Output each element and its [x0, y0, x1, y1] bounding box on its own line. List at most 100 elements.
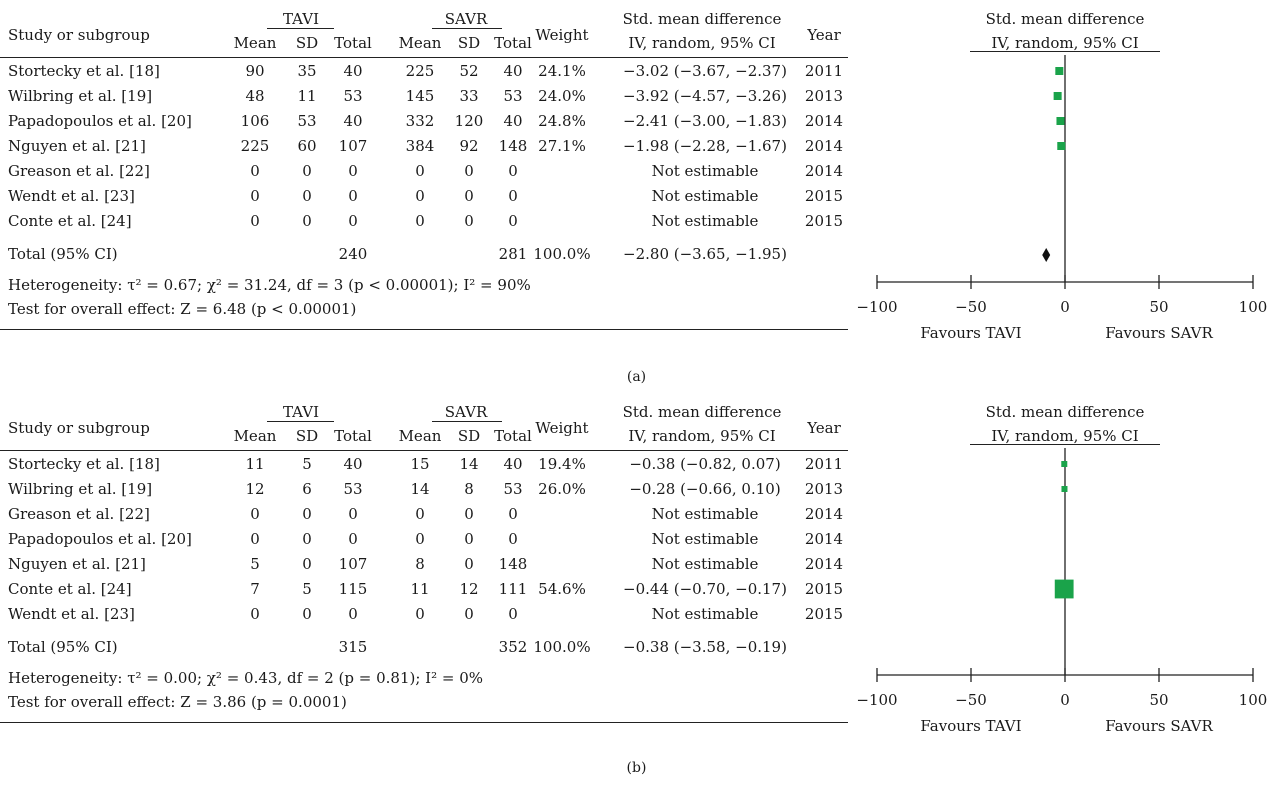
tavi-total: 40	[343, 62, 363, 80]
tavi-mean: 0	[250, 605, 260, 623]
study-name: Papadopoulos et al. [20]	[8, 112, 192, 130]
table-header-rule	[0, 57, 848, 58]
study-year: 2014	[804, 137, 844, 155]
header-weight: Weight	[535, 419, 589, 437]
tavi-sd: 60	[297, 137, 317, 155]
study-ci: Not estimable	[651, 162, 759, 180]
header-tavi: TAVI	[282, 403, 320, 421]
savr-total: 0	[508, 530, 518, 548]
header-study: Study or subgroup	[8, 26, 150, 44]
forest-plot-area: −100 −50 0 50 100 Favours TAVI Favours SAVR	[856, 55, 1267, 342]
forest-plot-area: −100 −50 0 50 100 Favours TAVI Favours SAVR	[856, 448, 1268, 735]
savr-total: 40	[503, 112, 523, 130]
study-effect-marker	[1053, 92, 1062, 100]
header-tavi-sd: SD	[295, 34, 319, 52]
x-tick-label: 0	[1060, 298, 1070, 316]
study-weight: 19.4%	[538, 455, 586, 473]
savr-mean: 14	[410, 480, 430, 498]
tavi-sd: 11	[297, 87, 317, 105]
tavi-mean: 0	[250, 505, 260, 523]
header-savr-sd: SD	[457, 34, 481, 52]
study-effect-marker	[1056, 117, 1065, 125]
study-name: Nguyen et al. [21]	[8, 555, 146, 573]
study-name: Conte et al. [24]	[8, 580, 132, 598]
tavi-group-rule	[267, 28, 334, 29]
savr-total: 111	[498, 580, 528, 598]
tavi-total: 0	[348, 530, 358, 548]
total-label: Total (95% CI)	[8, 245, 118, 263]
savr-sd: 0	[464, 505, 474, 523]
favours-tavi-label: Favours TAVI	[920, 717, 1021, 735]
study-name: Papadopoulos et al. [20]	[8, 530, 192, 548]
tavi-sd: 5	[302, 455, 312, 473]
tavi-sd: 0	[302, 505, 312, 523]
x-tick-label: −50	[955, 691, 987, 709]
study-weight: 24.0%	[538, 87, 586, 105]
header-year: Year	[807, 26, 841, 44]
study-ci: −2.41 (−3.00, −1.83)	[623, 112, 787, 130]
savr-group-rule	[432, 28, 502, 29]
savr-mean: 0	[415, 505, 425, 523]
header-plot-bottom: IV, random, 95% CI	[991, 427, 1139, 445]
pooled-effect-diamond	[1042, 248, 1051, 262]
tavi-sd: 0	[302, 530, 312, 548]
total-weight: 100.0%	[533, 245, 591, 263]
study-effect-marker	[1057, 142, 1066, 150]
tavi-mean: 5	[250, 555, 260, 573]
study-weight: 24.8%	[538, 112, 586, 130]
tavi-mean: 90	[245, 62, 265, 80]
header-savr-mean: Mean	[398, 34, 442, 52]
tavi-total: 107	[338, 555, 368, 573]
study-ci: −0.38 (−0.82, 0.07)	[629, 455, 781, 473]
header-smd-bottom: IV, random, 95% CI	[628, 427, 776, 445]
x-tick-label: 50	[1149, 691, 1168, 709]
study-name: Wendt et al. [23]	[8, 605, 135, 623]
study-effect-marker	[1054, 579, 1074, 599]
savr-mean: 15	[410, 455, 430, 473]
tavi-total: 0	[348, 505, 358, 523]
header-plot-top: Std. mean difference	[985, 403, 1145, 421]
tavi-mean: 11	[245, 455, 265, 473]
study-ci: Not estimable	[651, 187, 759, 205]
savr-total: 40	[503, 62, 523, 80]
savr-mean: 225	[405, 62, 435, 80]
study-name: Stortecky et al. [18]	[8, 455, 160, 473]
study-ci: Not estimable	[651, 505, 759, 523]
study-weight: 54.6%	[538, 580, 586, 598]
tavi-mean: 0	[250, 530, 260, 548]
savr-sd: 0	[464, 530, 474, 548]
header-tavi-total: Total	[334, 34, 372, 52]
total-label: Total (95% CI)	[8, 638, 118, 656]
total-savr: 281	[498, 245, 528, 263]
tavi-mean: 48	[245, 87, 265, 105]
tavi-mean: 12	[245, 480, 265, 498]
panel-caption: (b)	[626, 760, 647, 776]
header-savr-sd: SD	[457, 427, 481, 445]
savr-mean: 0	[415, 605, 425, 623]
study-name: Greason et al. [22]	[8, 162, 150, 180]
x-tick-label: 100	[1239, 691, 1268, 709]
header-weight: Weight	[535, 26, 589, 44]
tavi-total: 53	[343, 87, 363, 105]
tavi-mean: 0	[250, 212, 260, 230]
favours-tavi-label: Favours TAVI	[920, 324, 1021, 342]
tavi-mean: 225	[240, 137, 270, 155]
tavi-sd: 0	[302, 187, 312, 205]
plot-header-rule	[970, 51, 1160, 52]
study-ci: −0.28 (−0.66, 0.10)	[629, 480, 781, 498]
total-tavi: 240	[338, 245, 368, 263]
savr-sd: 0	[464, 605, 474, 623]
tavi-total: 0	[348, 162, 358, 180]
savr-mean: 8	[415, 555, 425, 573]
total-tavi: 315	[338, 638, 368, 656]
study-year: 2014	[804, 530, 844, 548]
table-header-rule	[0, 450, 848, 451]
tavi-sd: 0	[302, 162, 312, 180]
study-year: 2014	[804, 505, 844, 523]
header-savr-total: Total	[494, 34, 532, 52]
study-ci: −1.98 (−2.28, −1.67)	[623, 137, 787, 155]
savr-mean: 0	[415, 212, 425, 230]
study-ci: −0.44 (−0.70, −0.17)	[623, 580, 787, 598]
study-year: 2015	[804, 212, 844, 230]
study-name: Wendt et al. [23]	[8, 187, 135, 205]
